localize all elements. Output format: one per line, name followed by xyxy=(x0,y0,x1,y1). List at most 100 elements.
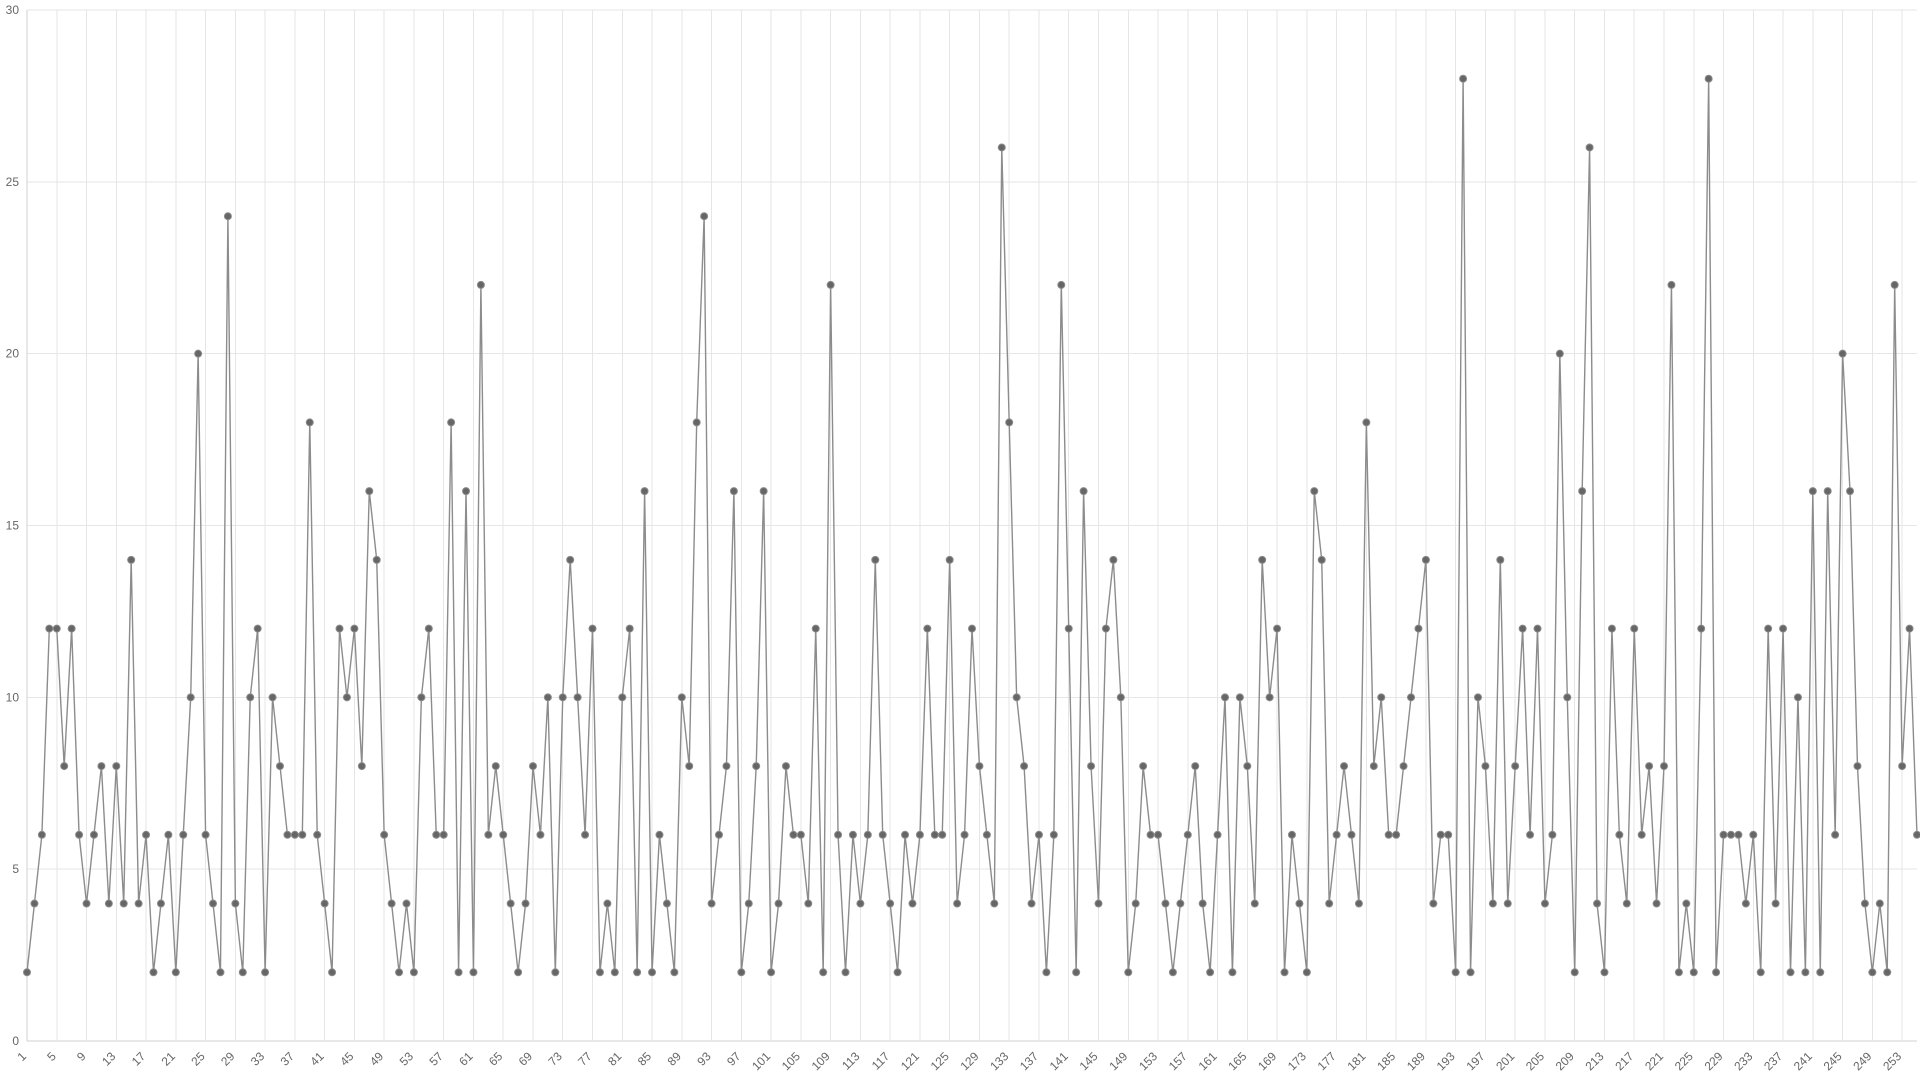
data-point xyxy=(544,694,551,701)
data-point xyxy=(753,763,760,770)
data-point xyxy=(515,969,522,976)
data-point xyxy=(872,556,879,563)
data-point xyxy=(165,831,172,838)
data-point xyxy=(1534,625,1541,632)
data-point xyxy=(1541,900,1548,907)
data-point xyxy=(1906,625,1913,632)
data-point xyxy=(172,969,179,976)
data-point xyxy=(157,900,164,907)
data-point xyxy=(299,831,306,838)
data-point xyxy=(31,900,38,907)
data-point xyxy=(931,831,938,838)
x-tick-label: 213 xyxy=(1583,1049,1607,1073)
x-tick-label: 101 xyxy=(749,1049,773,1073)
data-point xyxy=(90,831,97,838)
data-point xyxy=(1251,900,1258,907)
data-point xyxy=(983,831,990,838)
x-tick-label: 133 xyxy=(987,1049,1011,1073)
data-point xyxy=(1802,969,1809,976)
data-point xyxy=(1080,488,1087,495)
x-tick-label: 149 xyxy=(1106,1049,1130,1073)
data-point xyxy=(1207,969,1214,976)
data-point xyxy=(195,350,202,357)
data-point xyxy=(1646,763,1653,770)
data-point xyxy=(902,831,909,838)
data-point xyxy=(1512,763,1519,770)
data-point xyxy=(143,831,150,838)
data-point xyxy=(1876,900,1883,907)
data-point xyxy=(53,625,60,632)
x-tick-label: 141 xyxy=(1047,1049,1071,1073)
data-point xyxy=(552,969,559,976)
x-tick-label: 129 xyxy=(957,1049,981,1073)
x-tick-label: 49 xyxy=(367,1049,387,1069)
data-point xyxy=(1742,900,1749,907)
x-tick-label: 97 xyxy=(724,1049,744,1069)
data-point xyxy=(1422,556,1429,563)
data-point xyxy=(291,831,298,838)
data-point xyxy=(388,900,395,907)
data-point xyxy=(1236,694,1243,701)
data-point xyxy=(1705,75,1712,82)
data-point xyxy=(396,969,403,976)
x-tick-label: 209 xyxy=(1553,1049,1577,1073)
data-point xyxy=(574,694,581,701)
data-point xyxy=(1311,488,1318,495)
y-tick-label: 15 xyxy=(6,519,20,533)
data-point xyxy=(812,625,819,632)
data-point xyxy=(1058,281,1065,288)
data-point xyxy=(500,831,507,838)
data-point xyxy=(924,625,931,632)
data-point xyxy=(1861,900,1868,907)
data-point xyxy=(224,213,231,220)
y-tick-label: 25 xyxy=(6,175,20,189)
data-point xyxy=(336,625,343,632)
data-point xyxy=(1430,900,1437,907)
data-point xyxy=(1661,763,1668,770)
x-tick-label: 253 xyxy=(1880,1049,1904,1073)
data-point xyxy=(529,763,536,770)
grid-layer xyxy=(27,10,1917,1041)
data-point xyxy=(1668,281,1675,288)
data-point xyxy=(239,969,246,976)
data-point xyxy=(366,488,373,495)
data-point xyxy=(1199,900,1206,907)
data-point xyxy=(1489,900,1496,907)
data-point xyxy=(343,694,350,701)
x-tick-label: 13 xyxy=(99,1049,119,1069)
data-point xyxy=(522,900,529,907)
data-point xyxy=(1125,969,1132,976)
data-point xyxy=(775,900,782,907)
data-point xyxy=(262,969,269,976)
data-point xyxy=(232,900,239,907)
data-point xyxy=(1400,763,1407,770)
data-point xyxy=(589,625,596,632)
data-point xyxy=(1348,831,1355,838)
x-tick-label: 137 xyxy=(1017,1049,1041,1073)
data-point xyxy=(120,900,127,907)
data-point xyxy=(254,625,261,632)
data-point xyxy=(1006,419,1013,426)
x-tick-label: 153 xyxy=(1136,1049,1160,1073)
y-tick-label: 20 xyxy=(6,347,20,361)
data-point xyxy=(1378,694,1385,701)
x-tick-label: 37 xyxy=(278,1049,298,1069)
x-tick-label: 21 xyxy=(159,1049,179,1069)
data-point xyxy=(1727,831,1734,838)
data-point xyxy=(105,900,112,907)
x-tick-label: 65 xyxy=(486,1049,506,1069)
data-point xyxy=(217,969,224,976)
data-point xyxy=(1675,969,1682,976)
data-point xyxy=(1214,831,1221,838)
data-point xyxy=(1281,969,1288,976)
data-point xyxy=(991,900,998,907)
data-point xyxy=(582,831,589,838)
data-point xyxy=(1393,831,1400,838)
data-point xyxy=(604,900,611,907)
data-point xyxy=(1408,694,1415,701)
data-point xyxy=(790,831,797,838)
data-point xyxy=(1229,969,1236,976)
data-point xyxy=(1467,969,1474,976)
data-point xyxy=(626,625,633,632)
data-point xyxy=(1147,831,1154,838)
